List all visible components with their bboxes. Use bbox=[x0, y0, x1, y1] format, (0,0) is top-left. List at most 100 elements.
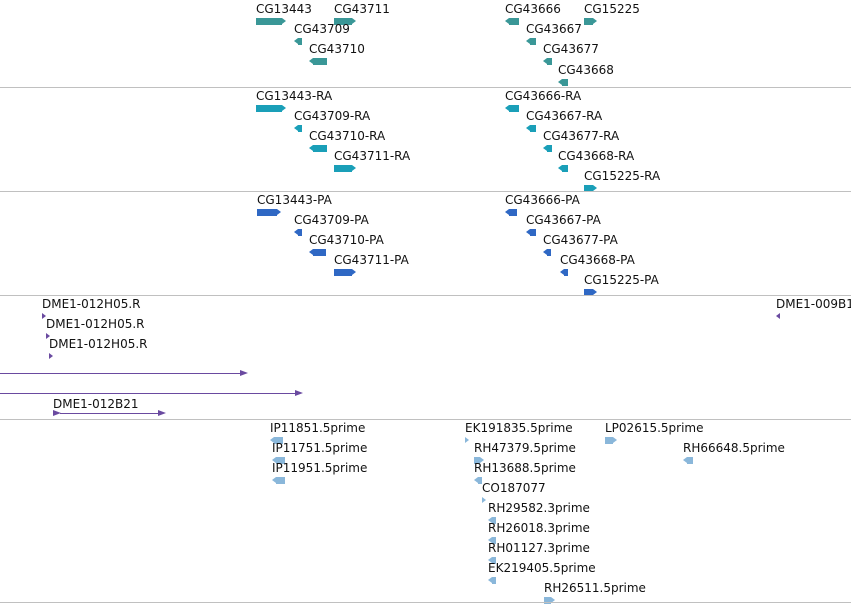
protein-label: CG43666-PA bbox=[505, 193, 580, 207]
track-divider bbox=[0, 87, 851, 88]
transcript-label: CG43709-RA bbox=[294, 109, 371, 123]
gene-label: CG43710 bbox=[309, 42, 365, 56]
est-label: RH26511.5prime bbox=[544, 581, 646, 595]
gene-glyph[interactable] bbox=[505, 18, 523, 25]
transcript-glyph[interactable] bbox=[334, 165, 356, 172]
est-glyph[interactable] bbox=[488, 517, 500, 524]
transcript-label: CG43668-RA bbox=[558, 149, 635, 163]
bac-span-line[interactable] bbox=[0, 373, 240, 374]
transcript-glyph[interactable] bbox=[526, 125, 540, 132]
est-label: RH13688.5prime bbox=[474, 461, 576, 475]
bac-end-glyph[interactable] bbox=[776, 313, 784, 320]
protein-label: CG43668-PA bbox=[560, 253, 635, 267]
gene-glyph[interactable] bbox=[334, 18, 356, 25]
est-glyph[interactable] bbox=[272, 477, 289, 484]
gene-label: CG13443 bbox=[256, 2, 312, 16]
gene-glyph[interactable] bbox=[256, 18, 286, 25]
transcript-label: CG43710-RA bbox=[309, 129, 386, 143]
bac-span-line[interactable] bbox=[60, 413, 158, 414]
transcript-glyph[interactable] bbox=[294, 125, 306, 132]
gene-glyph[interactable] bbox=[294, 38, 306, 45]
protein-glyph[interactable] bbox=[505, 209, 521, 216]
bac-end-label: DME1-012H05.R bbox=[49, 337, 148, 351]
bac-span-arrow bbox=[158, 410, 166, 416]
track-divider bbox=[0, 419, 851, 420]
protein-label: CG43677-PA bbox=[543, 233, 618, 247]
protein-label: CG43709-PA bbox=[294, 213, 369, 227]
est-label: IP11851.5prime bbox=[270, 421, 366, 435]
est-glyph[interactable] bbox=[488, 537, 500, 544]
bac-span-arrow bbox=[53, 410, 61, 416]
transcript-label: CG43677-RA bbox=[543, 129, 620, 143]
est-label: RH26018.3prime bbox=[488, 521, 590, 535]
protein-label: CG43710-PA bbox=[309, 233, 384, 247]
track-divider bbox=[0, 191, 851, 192]
protein-glyph[interactable] bbox=[543, 249, 555, 256]
gene-label: CG43709 bbox=[294, 22, 350, 36]
gene-glyph[interactable] bbox=[309, 58, 331, 65]
protein-glyph[interactable] bbox=[294, 229, 306, 236]
bac-end-label: DME1-012B21 bbox=[53, 397, 139, 411]
protein-label: CG43667-PA bbox=[526, 213, 601, 227]
protein-label: CG43711-PA bbox=[334, 253, 409, 267]
est-glyph[interactable] bbox=[488, 577, 500, 584]
est-label: IP11751.5prime bbox=[272, 441, 368, 455]
protein-glyph[interactable] bbox=[584, 289, 597, 296]
protein-glyph[interactable] bbox=[257, 209, 281, 216]
bac-end-label: DME1-009B1 bbox=[776, 297, 851, 311]
gene-glyph[interactable] bbox=[584, 18, 597, 25]
transcript-track: CG13443-RA CG43709-RA CG43710-RA CG43711… bbox=[0, 88, 851, 192]
transcript-label: CG43667-RA bbox=[526, 109, 603, 123]
est-glyph[interactable] bbox=[465, 437, 469, 444]
bac-end-glyph[interactable] bbox=[42, 313, 46, 320]
est-label: RH29582.3prime bbox=[488, 501, 590, 515]
est-label: IP11951.5prime bbox=[272, 461, 368, 475]
est-glyph[interactable] bbox=[474, 477, 486, 484]
transcript-glyph[interactable] bbox=[505, 105, 523, 112]
transcript-glyph[interactable] bbox=[309, 145, 331, 152]
transcript-label: CG43711-RA bbox=[334, 149, 411, 163]
gene-glyph[interactable] bbox=[558, 79, 572, 86]
est-glyph[interactable] bbox=[488, 557, 500, 564]
protein-glyph[interactable] bbox=[560, 269, 572, 276]
est-glyph[interactable] bbox=[270, 437, 287, 444]
est-track: IP11851.5prime IP11751.5prime IP11951.5p… bbox=[0, 420, 851, 604]
transcript-glyph[interactable] bbox=[584, 185, 597, 192]
bac-span-line[interactable] bbox=[0, 393, 295, 394]
est-glyph[interactable] bbox=[683, 457, 697, 464]
protein-glyph[interactable] bbox=[334, 269, 356, 276]
est-glyph[interactable] bbox=[605, 437, 617, 444]
est-label: LP02615.5prime bbox=[605, 421, 704, 435]
bac-end-label: DME1-012H05.R bbox=[46, 317, 145, 331]
est-label: EK219405.5prime bbox=[488, 561, 596, 575]
est-glyph[interactable] bbox=[544, 597, 555, 604]
est-glyph[interactable] bbox=[474, 457, 484, 464]
gene-label: CG43666 bbox=[505, 2, 561, 16]
est-glyph[interactable] bbox=[482, 497, 486, 504]
bac-end-glyph[interactable] bbox=[46, 333, 50, 340]
protein-label: CG13443-PA bbox=[257, 193, 332, 207]
gene-label: CG43667 bbox=[526, 22, 582, 36]
protein-track: CG13443-PA CG43709-PA CG43710-PA CG43711… bbox=[0, 192, 851, 296]
transcript-label: CG15225-RA bbox=[584, 169, 661, 183]
transcript-glyph[interactable] bbox=[256, 105, 286, 112]
bac-span-arrow bbox=[240, 370, 248, 376]
bac-end-glyph[interactable] bbox=[49, 353, 53, 360]
est-label: RH01127.3prime bbox=[488, 541, 590, 555]
gene-glyph[interactable] bbox=[526, 38, 540, 45]
transcript-glyph[interactable] bbox=[543, 145, 556, 152]
gene-glyph[interactable] bbox=[543, 58, 556, 65]
transcript-glyph[interactable] bbox=[558, 165, 572, 172]
transcript-label: CG13443-RA bbox=[256, 89, 333, 103]
gene-track: CG13443 CG43711 CG43709 CG43710 CG43666 … bbox=[0, 0, 851, 87]
est-label: EK191835.5prime bbox=[465, 421, 573, 435]
est-label: RH66648.5prime bbox=[683, 441, 785, 455]
protein-glyph[interactable] bbox=[309, 249, 330, 256]
transcript-label: CG43666-RA bbox=[505, 89, 582, 103]
est-label: CO187077 bbox=[482, 481, 546, 495]
protein-glyph[interactable] bbox=[526, 229, 540, 236]
gene-label: CG43668 bbox=[558, 63, 614, 77]
est-label: RH47379.5prime bbox=[474, 441, 576, 455]
est-glyph[interactable] bbox=[272, 457, 289, 464]
protein-label: CG15225-PA bbox=[584, 273, 659, 287]
